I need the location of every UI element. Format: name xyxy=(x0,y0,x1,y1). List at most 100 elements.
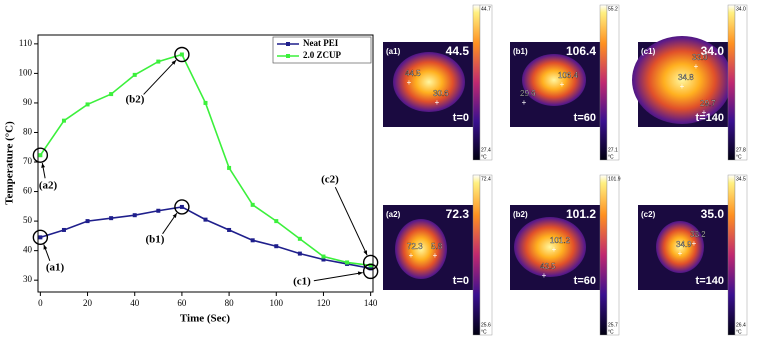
colorbar-unit: °C xyxy=(736,154,742,160)
thermal-panel: (b1) 106.4t=60+106.4+29.655.227.1°C xyxy=(510,4,620,161)
colorbar-scale xyxy=(479,4,493,161)
y-tick-label: 50 xyxy=(23,215,33,225)
colorbar-max: 34.5 xyxy=(736,176,746,182)
arrow-head xyxy=(171,60,177,65)
panel-time: t=0 xyxy=(453,112,469,124)
panel-label: (b1) xyxy=(513,47,528,56)
spot-label: 106.4 xyxy=(558,71,579,80)
panel-value: 35.0 xyxy=(701,207,725,221)
colorbar-max: 72.4 xyxy=(481,176,491,182)
point xyxy=(156,208,161,213)
panel-value: 34.0 xyxy=(701,44,725,58)
spot-marker: + xyxy=(678,249,683,258)
colorbar-max: 101.9 xyxy=(608,176,621,182)
spot-label: 33.0 xyxy=(692,53,708,62)
point xyxy=(203,217,208,222)
point xyxy=(274,219,279,224)
spot-marker: + xyxy=(694,62,699,71)
colorbar-max: 44.7 xyxy=(481,6,491,12)
panel-time: t=140 xyxy=(696,275,724,287)
panel-label: (c2) xyxy=(641,210,656,219)
x-axis-title: Time (Sec) xyxy=(180,313,231,325)
legend-marker xyxy=(286,54,290,58)
plot-frame xyxy=(37,34,374,293)
point xyxy=(156,59,161,64)
annotation-circle xyxy=(174,46,190,63)
colorbar-max: 55.2 xyxy=(608,6,618,12)
spot-label: 29.6 xyxy=(520,89,536,98)
y-tick-label: 110 xyxy=(19,38,33,48)
arrow-head xyxy=(357,271,363,276)
legend-box xyxy=(272,36,372,64)
point xyxy=(38,235,43,240)
colorbar xyxy=(472,174,481,336)
colorbar-min: 25.6 xyxy=(481,322,491,328)
spot-marker: + xyxy=(433,251,438,260)
colorbar-min: 25.7 xyxy=(608,322,618,328)
colorbar-min: 26.4 xyxy=(736,322,746,328)
y-tick-label: 70 xyxy=(23,156,33,166)
y-tick-label: 40 xyxy=(23,245,33,255)
annotation-circle xyxy=(362,263,379,280)
point xyxy=(297,251,302,256)
point xyxy=(179,52,184,57)
point xyxy=(61,227,66,232)
thermal-hotspot xyxy=(393,52,465,112)
annotation-circle xyxy=(32,147,49,163)
colorbar-scale xyxy=(606,4,620,161)
spot-label: 5.8 xyxy=(431,242,443,251)
legend-label: 2.0 ZCUP xyxy=(303,50,342,60)
panel-time: t=60 xyxy=(574,112,596,124)
spot-marker: + xyxy=(522,98,527,107)
annotation-circle xyxy=(362,254,379,271)
panel-value: 106.4 xyxy=(566,44,596,58)
x-tick-label: 0 xyxy=(38,298,43,308)
colorbar-unit: °C xyxy=(736,329,742,335)
spot-label: 30.6 xyxy=(433,89,449,98)
point xyxy=(250,238,255,243)
point xyxy=(203,100,208,105)
colorbar-min: 27.4 xyxy=(481,147,491,153)
panel-label: (a2) xyxy=(386,210,401,219)
colorbar-unit: °C xyxy=(481,329,487,335)
colorbar xyxy=(599,4,608,161)
spot-label: 72.3 xyxy=(407,242,423,251)
arrow-head xyxy=(363,250,368,256)
annotation-label: (b2) xyxy=(126,94,145,106)
point xyxy=(132,213,137,218)
x-tick-label: 80 xyxy=(225,298,235,308)
point xyxy=(321,257,326,262)
spot-marker: + xyxy=(542,271,547,280)
thermal-panel: (c1) 34.0t=140+34.8+33.0+29.734.027.8°C xyxy=(632,4,748,160)
point xyxy=(132,72,137,77)
spot-label: 29.7 xyxy=(700,99,716,108)
x-tick-label: 120 xyxy=(317,298,331,308)
colorbar xyxy=(472,4,481,161)
spot-marker: + xyxy=(409,251,414,260)
y-tick-label: 30 xyxy=(23,274,33,284)
point xyxy=(85,219,90,224)
annotation-arrow xyxy=(313,272,363,282)
annotation-label: (b1) xyxy=(146,234,165,246)
arrow-head xyxy=(41,162,46,168)
point xyxy=(227,165,232,170)
x-tick-label: 140 xyxy=(364,298,378,308)
colorbar-scale xyxy=(479,174,493,336)
colorbar-max: 34.0 xyxy=(736,6,746,12)
spot-marker: + xyxy=(702,108,707,117)
x-tick-label: 100 xyxy=(270,298,284,308)
thermal-hotspot xyxy=(522,54,586,106)
annotation-arrow xyxy=(143,59,177,95)
panel-value: 101.2 xyxy=(566,207,596,221)
thermal-hotspot xyxy=(632,36,732,124)
x-tick-label: 40 xyxy=(130,298,140,308)
annotation-label: (c1) xyxy=(293,276,311,288)
point xyxy=(368,266,373,271)
point xyxy=(274,244,279,249)
point xyxy=(109,92,114,97)
annotation-circle xyxy=(174,199,190,215)
legend-marker xyxy=(286,42,290,46)
thermal-panel: (c2) 35.0 t=140 +34.9 +33.2 34.5 26.4°C xyxy=(638,174,748,335)
arrow-head xyxy=(172,213,177,219)
